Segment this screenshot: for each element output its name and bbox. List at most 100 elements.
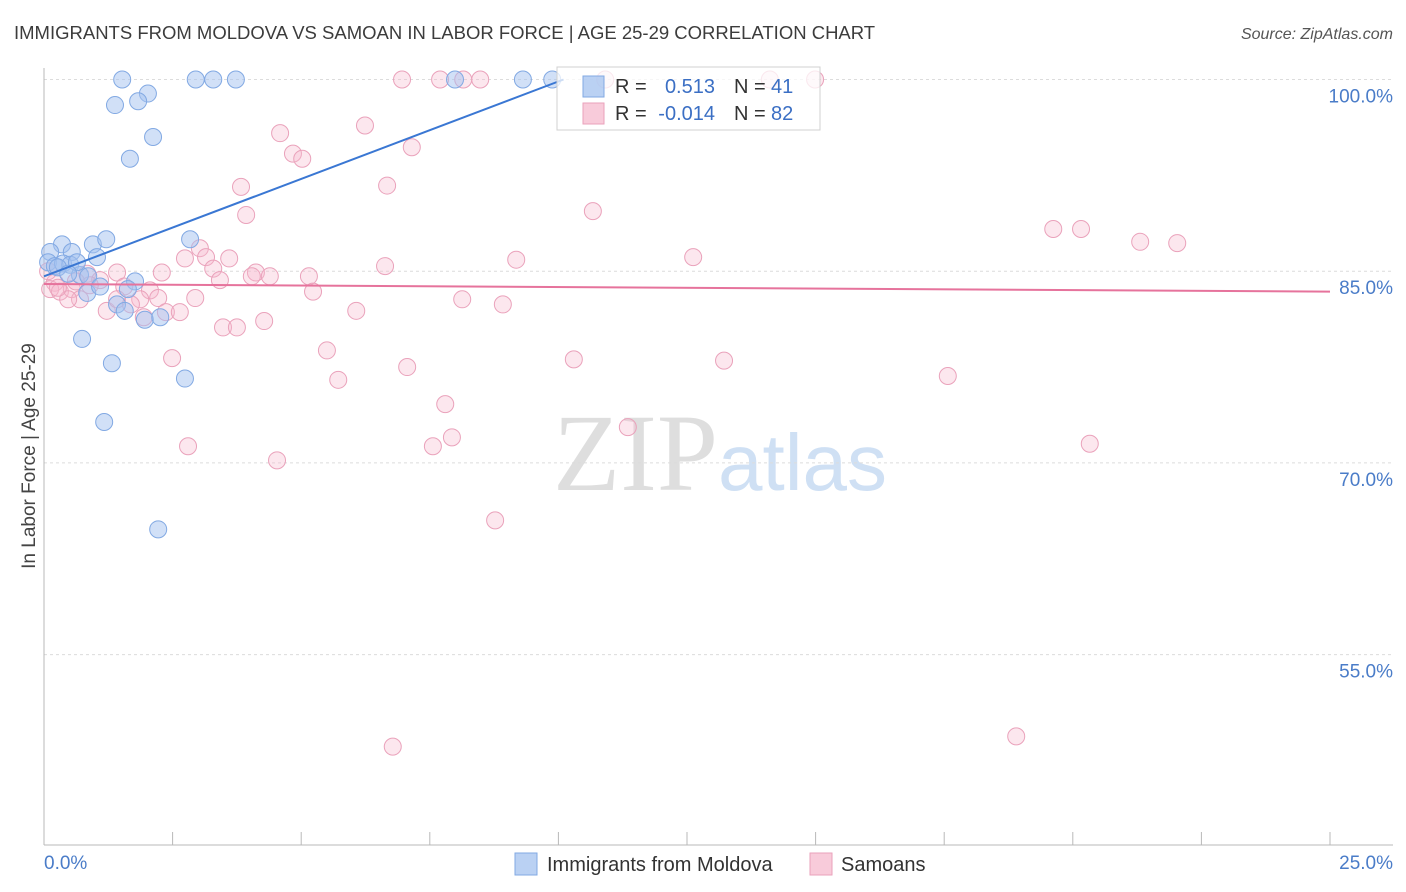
samoans-point — [583, 202, 602, 221]
samoans-point — [715, 351, 734, 370]
moldova-point — [135, 310, 154, 329]
source-label: Source: ZipAtlas.com — [1241, 26, 1393, 43]
watermark: ZIP atlas — [553, 392, 887, 514]
r-label: R = — [615, 76, 647, 98]
samoans-point — [317, 341, 336, 360]
samoans-point — [383, 737, 402, 756]
x-tick-label: 0.0% — [44, 853, 87, 874]
stats-legend: R = 0.513 N = 41 R = -0.014 N = 82 — [556, 66, 821, 131]
samoans-point — [227, 318, 246, 337]
samoans-point — [299, 267, 318, 286]
samoans-point — [1072, 220, 1091, 239]
samoans-point — [163, 349, 182, 368]
samoans-point — [378, 176, 397, 195]
samoans-point — [442, 428, 461, 447]
samoans-point — [214, 318, 233, 337]
moldova-point — [186, 70, 205, 89]
moldova-point — [118, 280, 137, 299]
n-value: 82 — [771, 103, 793, 125]
samoans-point — [423, 437, 442, 456]
legend-item-moldova: Immigrants from Moldova — [514, 852, 773, 876]
samoans-point — [453, 290, 472, 309]
y-tick-label: 85.0% — [1339, 278, 1393, 299]
samoans-point — [393, 70, 412, 89]
samoans-point — [186, 289, 205, 308]
samoans-point — [1168, 234, 1187, 253]
legend-label-samoans: Samoans — [841, 854, 926, 876]
n-label: N = — [734, 103, 766, 125]
samoans-point — [242, 267, 261, 286]
samoans-point — [237, 205, 256, 224]
stats-row-moldova: R = 0.513 N = 41 — [582, 75, 793, 98]
moldova-point — [105, 96, 124, 115]
samoans-point — [210, 271, 229, 290]
moldova-point — [181, 230, 200, 249]
samoans-point — [108, 263, 127, 282]
samoans-point — [271, 124, 290, 143]
moldova-point — [226, 70, 245, 89]
moldova-point — [97, 230, 116, 249]
n-label: N = — [734, 76, 766, 98]
samoans-swatch — [582, 102, 605, 125]
y-tick-label: 100.0% — [1329, 87, 1394, 108]
samoans-point — [48, 278, 67, 297]
samoans-trend-line — [43, 282, 1331, 293]
moldova-point — [144, 128, 163, 147]
series-legend: Immigrants from Moldova Samoans — [514, 852, 926, 876]
samoans-point — [149, 289, 168, 308]
samoans-point — [938, 366, 957, 385]
legend-swatch-moldova — [514, 852, 538, 876]
samoans-point — [507, 250, 526, 269]
samoans-point — [355, 116, 374, 135]
samoans-point — [179, 437, 198, 456]
samoans-point — [471, 70, 490, 89]
moldova-point — [204, 70, 223, 89]
samoans-point — [398, 358, 417, 377]
moldova-point — [129, 92, 148, 111]
scatter-points — [39, 70, 1187, 756]
r-label: R = — [615, 103, 647, 125]
tick-labels: 100.0% 85.0% 70.0% 55.0% 0.0% 25.0% — [44, 87, 1393, 874]
samoans-point — [293, 149, 312, 168]
moldova-point — [120, 149, 139, 168]
samoans-point — [59, 290, 78, 309]
samoans-point — [618, 418, 637, 437]
samoans-point — [220, 249, 239, 268]
samoans-point — [329, 370, 348, 389]
samoans-point — [486, 511, 505, 530]
samoans-point — [1007, 727, 1026, 746]
moldova-point — [115, 301, 134, 320]
samoans-point — [684, 248, 703, 267]
chart-title: IMMIGRANTS FROM MOLDOVA VS SAMOAN IN LAB… — [14, 22, 875, 43]
samoans-point — [1044, 220, 1063, 239]
moldova-swatch — [582, 75, 605, 98]
moldova-trend-line — [43, 78, 564, 278]
r-value: -0.014 — [658, 103, 715, 125]
samoans-point — [493, 295, 512, 314]
samoans-point — [564, 350, 583, 369]
samoans-point — [268, 451, 287, 470]
samoans-point — [304, 282, 323, 301]
legend-swatch-samoans — [809, 852, 833, 876]
samoans-point — [283, 144, 302, 163]
samoans-point — [170, 303, 189, 322]
samoans-point — [347, 301, 366, 320]
x-ticks — [43, 832, 1331, 845]
samoans-point — [1131, 232, 1150, 251]
samoans-point — [1080, 434, 1099, 453]
moldova-point — [95, 412, 114, 431]
samoans-point — [376, 257, 395, 276]
moldova-point — [113, 70, 132, 89]
y-tick-label: 70.0% — [1339, 470, 1393, 491]
samoans-point — [232, 177, 251, 196]
samoans-point — [436, 395, 455, 414]
samoans-point — [204, 259, 223, 278]
moldova-point — [151, 308, 170, 327]
stats-row-samoans: R = -0.014 N = 82 — [582, 102, 793, 125]
y-tick-label: 55.0% — [1339, 662, 1393, 683]
samoans-point — [197, 248, 216, 267]
watermark-zip: ZIP — [553, 392, 718, 514]
x-tick-label: 25.0% — [1339, 853, 1393, 874]
samoans-point — [402, 138, 421, 157]
